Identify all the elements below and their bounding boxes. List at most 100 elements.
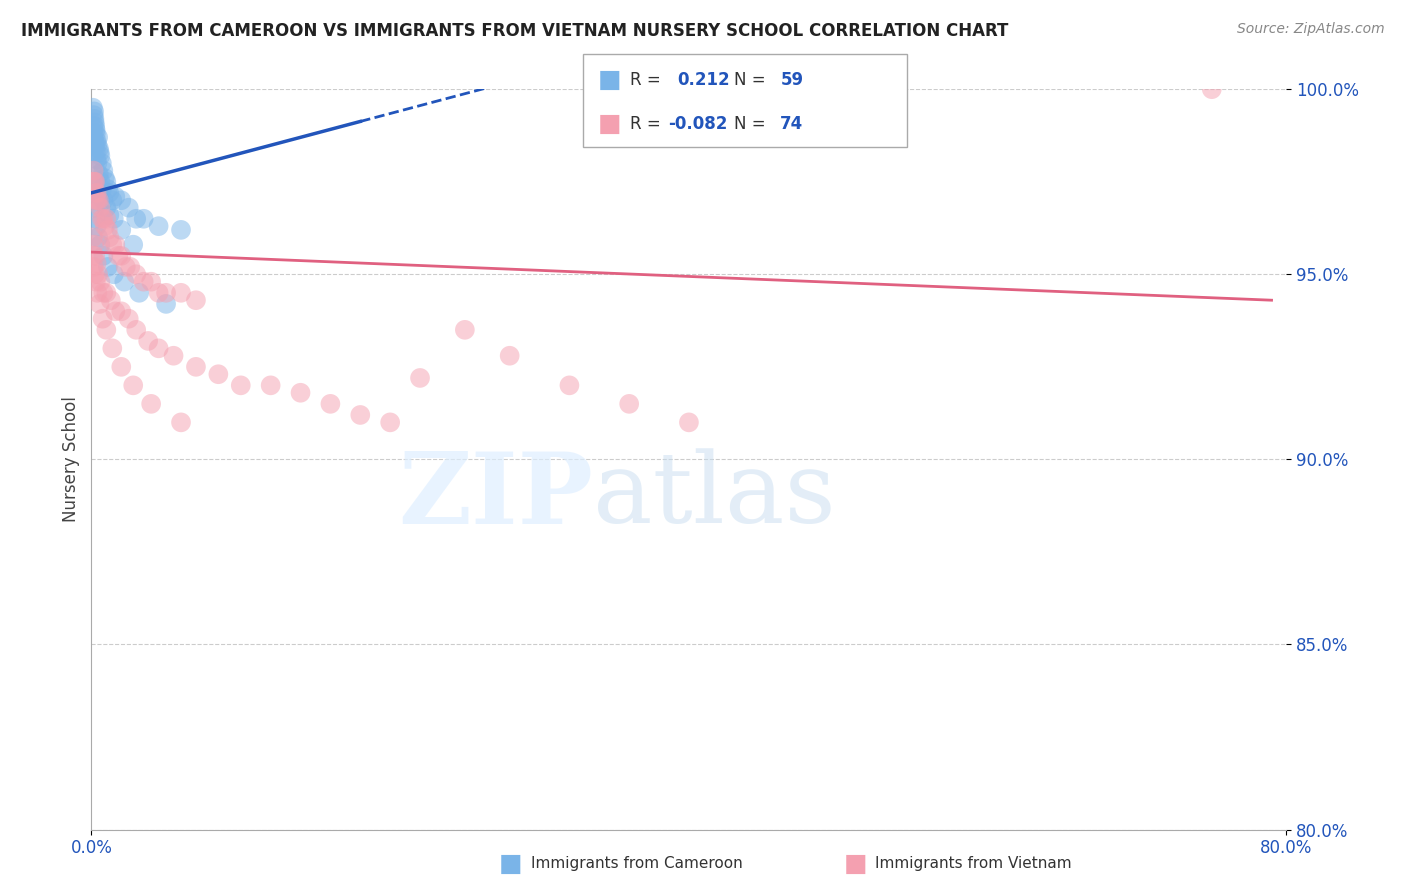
Point: [498, 349, 520, 363]
Point: [103, 211, 125, 226]
Point: [290, 385, 312, 400]
Point: [89, 149, 111, 163]
Point: [83, 127, 105, 141]
Point: [122, 378, 145, 392]
Point: [96, 323, 118, 337]
Text: 59: 59: [780, 70, 803, 88]
Point: [89, 201, 111, 215]
Point: [122, 237, 145, 252]
Point: [100, 293, 122, 308]
Point: [87, 141, 110, 155]
Point: [148, 285, 170, 300]
Point: [83, 260, 105, 274]
Point: [148, 219, 170, 234]
Point: [82, 182, 104, 196]
Point: [84, 211, 107, 226]
Text: Immigrants from Vietnam: Immigrants from Vietnam: [875, 856, 1071, 871]
Point: [90, 156, 112, 170]
Point: [107, 249, 129, 263]
Point: [82, 230, 104, 244]
Point: [104, 189, 127, 203]
Point: [93, 193, 115, 207]
Point: [378, 415, 402, 429]
Point: [86, 153, 108, 167]
Point: [87, 130, 110, 145]
Point: [112, 275, 135, 289]
Point: [91, 311, 114, 326]
Point: [83, 104, 105, 119]
Point: [97, 182, 120, 196]
Point: [96, 211, 118, 226]
Point: [101, 237, 124, 252]
Point: [83, 108, 105, 122]
Point: [87, 230, 110, 244]
Point: [96, 201, 118, 215]
Point: [84, 127, 107, 141]
Point: [93, 285, 115, 300]
Point: [86, 137, 108, 152]
Point: [118, 201, 141, 215]
Point: [84, 145, 107, 160]
Point: [97, 223, 120, 237]
Point: [558, 378, 581, 392]
Point: [86, 256, 108, 270]
Point: [87, 167, 110, 181]
Point: [96, 175, 118, 189]
Point: [104, 304, 127, 318]
Point: [93, 163, 115, 178]
Point: [619, 397, 641, 411]
Text: Source: ZipAtlas.com: Source: ZipAtlas.com: [1237, 22, 1385, 37]
Point: [86, 186, 108, 200]
Point: [83, 193, 105, 207]
Point: [83, 237, 105, 252]
Point: [94, 219, 117, 234]
Text: ZIP: ZIP: [398, 448, 593, 545]
Point: [86, 285, 108, 300]
Point: [89, 175, 111, 189]
Text: 0.212: 0.212: [678, 70, 730, 88]
Point: [155, 297, 177, 311]
Point: [170, 415, 193, 429]
Point: [93, 249, 115, 263]
Point: [82, 119, 104, 133]
Point: [83, 112, 105, 126]
Point: [125, 267, 148, 281]
Point: [319, 397, 342, 411]
Point: [103, 267, 125, 281]
Point: [101, 341, 124, 355]
Point: [114, 260, 136, 274]
Text: ■: ■: [598, 68, 621, 92]
Text: 74: 74: [780, 115, 804, 133]
Point: [98, 208, 121, 222]
Text: ■: ■: [844, 852, 868, 875]
Text: atlas: atlas: [593, 449, 837, 544]
Point: [1201, 82, 1223, 96]
Point: [155, 285, 177, 300]
Text: Immigrants from Cameroon: Immigrants from Cameroon: [531, 856, 744, 871]
Point: [162, 349, 184, 363]
Point: [86, 134, 108, 148]
Point: [259, 378, 281, 392]
Text: R =: R =: [630, 115, 666, 133]
Point: [184, 359, 207, 374]
Point: [82, 249, 104, 263]
Point: [229, 378, 252, 392]
Point: [132, 275, 155, 289]
Text: -0.082: -0.082: [668, 115, 727, 133]
Point: [83, 163, 105, 178]
Point: [125, 323, 148, 337]
Point: [82, 101, 104, 115]
Point: [84, 123, 107, 137]
Point: [82, 175, 104, 189]
Point: [89, 145, 111, 160]
Point: [141, 397, 162, 411]
Y-axis label: Nursery School: Nursery School: [62, 396, 80, 523]
Point: [83, 201, 105, 215]
Point: [148, 341, 170, 355]
Point: [132, 211, 155, 226]
Point: [349, 408, 371, 422]
Point: [89, 275, 111, 289]
Point: [136, 334, 159, 348]
Point: [110, 359, 132, 374]
Point: [87, 267, 110, 281]
